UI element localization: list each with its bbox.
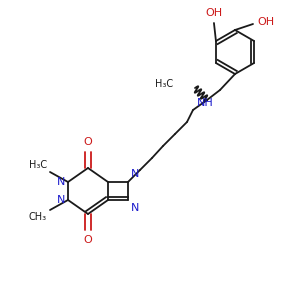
Text: H₃C: H₃C <box>29 160 47 170</box>
Text: N: N <box>131 169 140 179</box>
Text: O: O <box>84 137 92 147</box>
Text: H₃C: H₃C <box>155 79 173 89</box>
Text: N: N <box>57 177 65 187</box>
Text: OH: OH <box>257 17 274 27</box>
Text: CH₃: CH₃ <box>29 212 47 222</box>
Text: NH: NH <box>197 98 214 108</box>
Text: N: N <box>57 195 65 205</box>
Text: O: O <box>84 235 92 245</box>
Text: OH: OH <box>206 8 223 18</box>
Text: N: N <box>131 203 140 213</box>
